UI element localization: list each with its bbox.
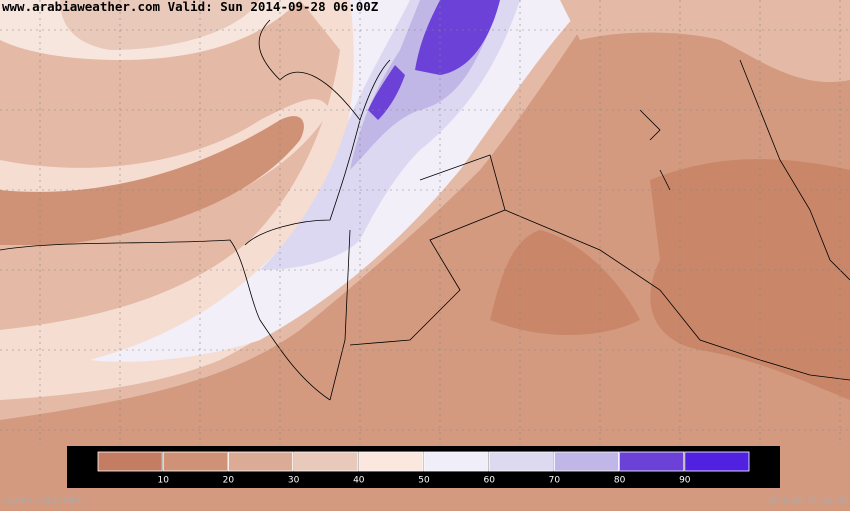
colorbar-swatch bbox=[162, 451, 228, 472]
colorbar-swatch bbox=[488, 451, 554, 472]
field-shading bbox=[0, 0, 850, 420]
colorbar-tick-label: 60 bbox=[483, 476, 495, 486]
map-title: www.arabiaweather.com Valid: Sun 2014-09… bbox=[2, 0, 379, 14]
colorbar-swatch bbox=[423, 451, 489, 472]
footer-timestamp: 2014-09-25-04:05 bbox=[769, 497, 846, 506]
colorbar-swatch bbox=[619, 451, 685, 472]
country-borders bbox=[0, 19, 850, 401]
colorbar-swatch bbox=[97, 451, 163, 472]
colorbar-tick-label: 20 bbox=[223, 476, 235, 486]
colorbar-tick-label: 90 bbox=[679, 476, 691, 486]
colorbar-tick-label: 70 bbox=[549, 476, 561, 486]
graticule bbox=[0, 0, 850, 445]
colorbar-tick-label: 10 bbox=[157, 476, 169, 486]
colorbar-swatch bbox=[293, 451, 359, 472]
colorbar-tick-label: 30 bbox=[288, 476, 300, 486]
colorbar-swatch bbox=[554, 451, 620, 472]
colorbar-tick-label: 80 bbox=[614, 476, 626, 486]
footer-credit: GrADS: COLA/IGES bbox=[4, 497, 81, 506]
colorbar: 10 20 30 40 50 60 70 80 90 bbox=[97, 451, 750, 486]
colorbar-swatch bbox=[684, 451, 750, 472]
colorbar-swatch bbox=[358, 451, 424, 472]
colorbar-tick-label: 40 bbox=[353, 476, 365, 486]
colorbar-tick-label: 50 bbox=[418, 476, 430, 486]
colorbar-swatch bbox=[227, 451, 293, 472]
